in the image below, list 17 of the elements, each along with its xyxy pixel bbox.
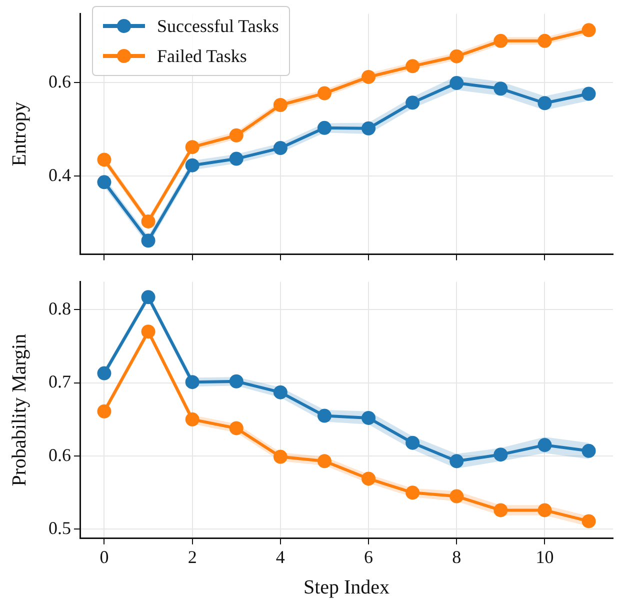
- y-tick-label: 0.5: [48, 518, 71, 538]
- x-axis-title: Step Index: [303, 576, 390, 598]
- x-tick-label: 10: [536, 546, 554, 567]
- x-tick-label: 0: [100, 546, 109, 567]
- x-tick-label: 4: [276, 546, 285, 567]
- y-tick-label: 0.7: [48, 372, 71, 392]
- y-tick-label: 0.6: [48, 444, 71, 465]
- x-tick-label: 6: [364, 546, 374, 567]
- y-axis-title: Entropy: [8, 102, 30, 166]
- y-tick-label: 0.6: [48, 71, 71, 92]
- legend-label: Successful Tasks: [157, 16, 279, 36]
- y-tick-label: 0.8: [48, 298, 71, 318]
- y-axis-title: Probability Margin: [8, 334, 30, 486]
- legend-label: Failed Tasks: [157, 46, 247, 66]
- x-tick-label: 8: [452, 546, 462, 567]
- y-tick-label: 0.4: [48, 164, 71, 185]
- x-tick-label: 2: [188, 546, 197, 567]
